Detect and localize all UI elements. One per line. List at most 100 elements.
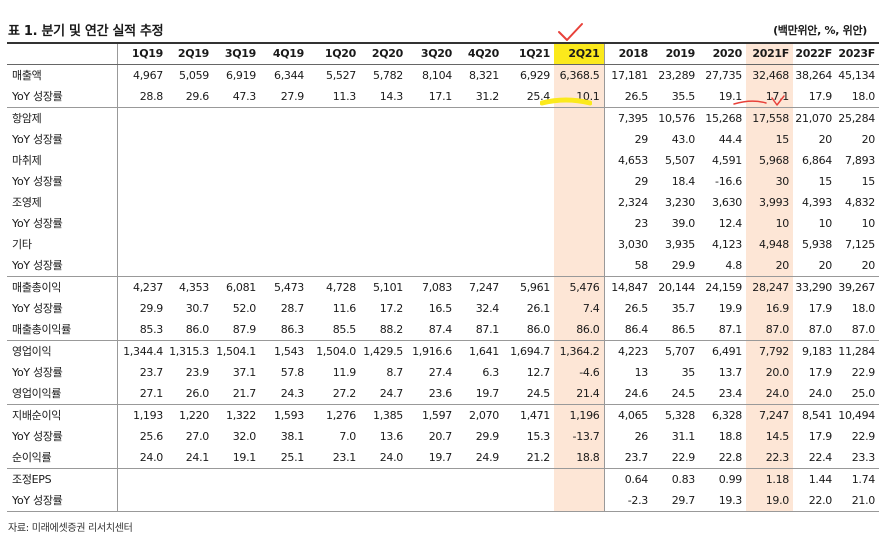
table-cell bbox=[213, 234, 260, 255]
table-cell: 13.6 bbox=[379, 430, 404, 443]
table-cell: 27.1 bbox=[139, 387, 164, 400]
table-cell bbox=[308, 468, 360, 490]
table-cell bbox=[308, 150, 360, 171]
earnings-table: 1Q19 2Q19 3Q19 4Q19 1Q20 2Q20 3Q20 4Q20 1Q21 2Q21… bbox=[7, 42, 879, 512]
table-cell bbox=[308, 234, 360, 255]
table-row: 기타 3,030 3,935 4,123 4,948 5,938 7,125 bbox=[7, 234, 879, 255]
table-cell: 86.0 bbox=[554, 319, 605, 341]
column-header: 3Q20 bbox=[407, 42, 456, 65]
row-label: 지배순이익 bbox=[7, 404, 118, 426]
row-label: 매출총이익률 bbox=[7, 319, 118, 341]
table-cell: 15 bbox=[861, 175, 876, 188]
table-cell: 5,782 bbox=[373, 69, 403, 82]
table-cell bbox=[503, 213, 554, 234]
table-cell: 13.7 bbox=[718, 366, 743, 379]
table-cell: 29.7 bbox=[652, 490, 699, 512]
table-cell: 24.0 bbox=[808, 387, 833, 400]
table-cell: 24.6 bbox=[624, 387, 649, 400]
source-note: 자료: 미래에셋증권 리서치센터 bbox=[8, 523, 133, 534]
table-cell: 58 bbox=[634, 259, 649, 272]
table-cell: 24,159 bbox=[699, 276, 746, 298]
table-cell bbox=[360, 490, 407, 512]
table-cell bbox=[407, 171, 456, 192]
row-label: 순이익률 bbox=[7, 447, 118, 469]
table-cell bbox=[167, 171, 213, 192]
table-cell bbox=[117, 213, 167, 234]
table-cell: 1,597 bbox=[407, 404, 456, 426]
table-cell: 28.7 bbox=[280, 302, 305, 315]
table-cell: 33,290 bbox=[793, 276, 836, 298]
table-cell: 5,473 bbox=[260, 276, 308, 298]
table-cell: 0.83 bbox=[652, 468, 699, 490]
table-cell bbox=[117, 150, 167, 171]
table-cell: 87.0 bbox=[851, 323, 876, 336]
table-cell: 5,476 bbox=[554, 276, 605, 298]
table-cell: 19.7 bbox=[475, 387, 500, 400]
table-cell: 86.0 bbox=[185, 323, 210, 336]
table-cell bbox=[456, 192, 503, 213]
table-cell bbox=[456, 213, 503, 234]
table-cell: 10,494 bbox=[836, 404, 879, 426]
column-header: 2018 bbox=[604, 42, 652, 65]
table-cell bbox=[503, 129, 554, 150]
table-cell bbox=[554, 213, 605, 234]
column-header: 2Q19 bbox=[167, 42, 213, 65]
table-cell bbox=[167, 129, 213, 150]
table-cell: 1,641 bbox=[456, 340, 503, 362]
table-cell: 25.6 bbox=[139, 430, 164, 443]
table-cell: 4,065 bbox=[604, 404, 652, 426]
table-cell bbox=[407, 468, 456, 490]
table-cell: 5,059 bbox=[179, 69, 209, 82]
table-cell bbox=[360, 150, 407, 171]
table-cell: 87.1 bbox=[718, 323, 743, 336]
table-cell bbox=[407, 490, 456, 512]
table-cell: 1,322 bbox=[213, 404, 260, 426]
table-row: YoY 성장률 -2.3 29.7 19.3 19.0 22.0 21.0 bbox=[7, 490, 879, 512]
table-cell: 31.1 bbox=[671, 430, 696, 443]
table-cell: 86.3 bbox=[280, 323, 305, 336]
table-row: 매출총이익 4,237 4,353 6,081 5,473 4,728 5,101 7,083… bbox=[7, 276, 879, 298]
table-cell bbox=[117, 129, 167, 150]
table-cell bbox=[167, 468, 213, 490]
table-cell: 4,832 bbox=[845, 196, 875, 209]
table-cell: 7,247 bbox=[456, 276, 503, 298]
table-cell: 1.18 bbox=[746, 468, 793, 490]
table-cell: 22.9 bbox=[851, 430, 876, 443]
table-cell: 29.6 bbox=[185, 90, 210, 103]
table-row: YoY 성장률 29.9 30.7 52.0 28.7 11.6 17.2 16.5 32.4 2… bbox=[7, 298, 879, 319]
table-cell: 10 bbox=[861, 217, 876, 230]
table-cell: 5,938 bbox=[802, 238, 832, 251]
table-cell: 87.1 bbox=[475, 323, 500, 336]
table-cell bbox=[456, 490, 503, 512]
table-cell: 23 bbox=[634, 217, 649, 230]
table-cell: 23.9 bbox=[185, 366, 210, 379]
column-header: 2022F bbox=[793, 42, 836, 65]
table-cell: 4,223 bbox=[604, 340, 652, 362]
table-cell: 22.3 bbox=[746, 447, 793, 469]
table-cell: 6,081 bbox=[213, 276, 260, 298]
table-cell bbox=[117, 107, 167, 129]
table-cell: 3,230 bbox=[665, 196, 695, 209]
table-cell: 27.9 bbox=[280, 90, 305, 103]
table-row: 영업이익 1,344.4 1,315.3 1,504.1 1,543 1,504.0 1,4… bbox=[7, 340, 879, 362]
table-cell: 9,183 bbox=[793, 340, 836, 362]
table-cell bbox=[554, 192, 605, 213]
table-cell bbox=[407, 213, 456, 234]
table-cell bbox=[554, 129, 605, 150]
table-cell: 87.0 bbox=[808, 323, 833, 336]
table-cell: 20 bbox=[818, 133, 833, 146]
table-cell: 1.74 bbox=[836, 468, 879, 490]
table-cell bbox=[407, 107, 456, 129]
table-cell: 1,196 bbox=[554, 404, 605, 426]
table-row: YoY 성장률 23.7 23.9 37.1 57.8 11.9 8.7 27.4 6.3 12.… bbox=[7, 362, 879, 383]
table-cell: 24.7 bbox=[379, 387, 404, 400]
column-header: 2Q20 bbox=[360, 42, 407, 65]
table-cell bbox=[456, 468, 503, 490]
table-cell: 32,468 bbox=[746, 64, 793, 86]
table-cell: 0.99 bbox=[699, 468, 746, 490]
table-cell: 17.9 bbox=[808, 302, 833, 315]
table-cell bbox=[117, 192, 167, 213]
table-cell bbox=[503, 255, 554, 277]
table-cell: 19.1 bbox=[718, 90, 743, 103]
column-header: 2023F bbox=[836, 42, 879, 65]
